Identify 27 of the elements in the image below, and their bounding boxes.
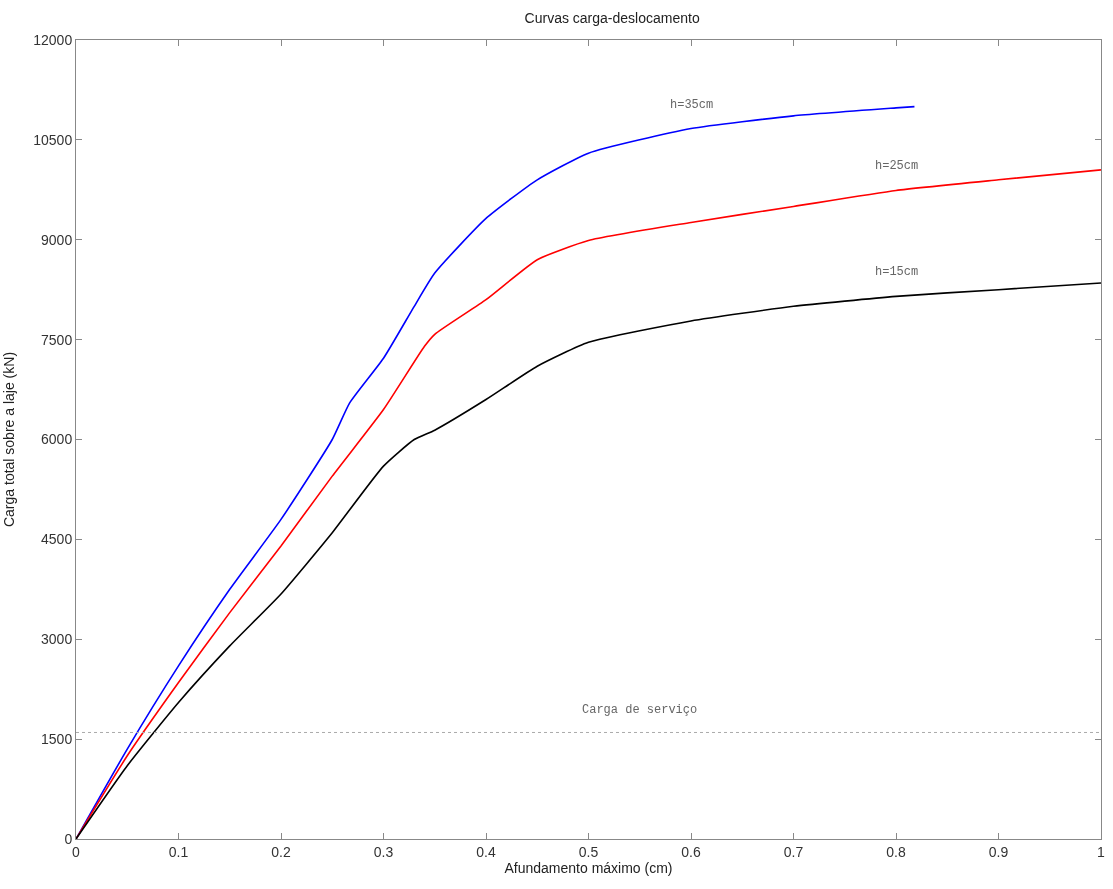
x-tick-label: 0.8 (886, 843, 906, 860)
y-tick-label: 9000 (41, 231, 73, 248)
ref-line-label: Carga de serviço (582, 703, 698, 717)
series-label: h=25cm (875, 159, 919, 173)
x-tick-label: 0.4 (476, 843, 496, 860)
y-tick-label: 1500 (41, 731, 73, 748)
y-tick-label: 0 (64, 830, 73, 847)
y-axis-title: Carga total sobre a laje (kN) (0, 351, 17, 528)
chart-title: Curvas carga-deslocamento (524, 10, 700, 27)
y-tick-label: 4500 (41, 531, 73, 548)
x-tick-label: 0.6 (681, 843, 701, 860)
x-tick-label: 0.2 (271, 843, 291, 860)
y-tick-label: 7500 (41, 331, 73, 348)
x-tick-label: 0.1 (168, 843, 189, 860)
x-tick-label: 0.9 (988, 843, 1009, 860)
x-tick-label: 1 (1097, 843, 1106, 860)
line-series (76, 282, 1101, 839)
y-tick-label: 3000 (41, 631, 73, 648)
x-tick-label: 0.3 (373, 843, 394, 860)
series-label: h=15cm (875, 265, 919, 279)
x-axis-title: Afundamento máximo (cm) (504, 859, 673, 876)
y-tick-label: 6000 (41, 431, 73, 448)
series-label: h=35cm (670, 98, 714, 112)
y-tick-label: 12000 (33, 31, 73, 48)
x-tick-label: 0.5 (578, 843, 599, 860)
y-tick-label: 10500 (33, 131, 73, 148)
x-tick-label: 0.7 (783, 843, 804, 860)
